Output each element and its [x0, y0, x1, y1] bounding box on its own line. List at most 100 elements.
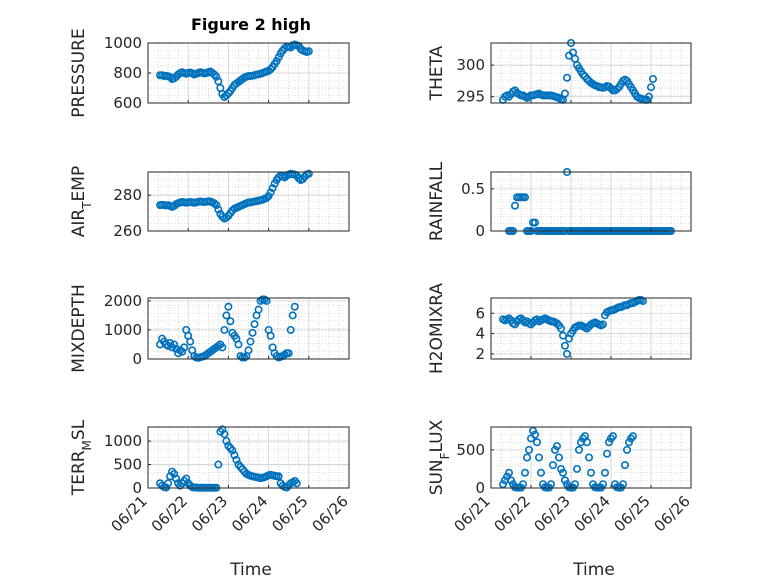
x-axis-label-left: Time: [229, 560, 272, 580]
y-axis-label: RAINFALL: [427, 161, 447, 241]
y-axis-label: MIXDEPTH: [69, 284, 89, 373]
data-point: [584, 453, 593, 462]
data-point: [228, 446, 237, 455]
y-axis-label: TERRMSL: [69, 419, 94, 496]
data-point: [182, 474, 191, 483]
data-point: [304, 169, 313, 178]
axes-box: [490, 426, 692, 489]
data-point: [556, 324, 565, 333]
data-point: [284, 349, 293, 358]
data-point: [520, 468, 529, 477]
data-point: [180, 343, 189, 352]
data-point: [536, 468, 545, 477]
data-point: [552, 319, 561, 328]
data-point: [224, 302, 233, 311]
data-point: [218, 343, 227, 352]
data-point: [600, 468, 609, 477]
data-point: [562, 73, 571, 82]
data-point: [574, 445, 583, 454]
data-point: [602, 449, 611, 458]
data-point: [244, 346, 253, 355]
data-point: [558, 331, 567, 340]
data-point: [582, 438, 591, 447]
data-point: [516, 314, 525, 323]
data-point: [172, 474, 181, 483]
data-point: [212, 201, 221, 210]
data-point: [266, 188, 275, 197]
data-point: [268, 184, 277, 193]
data-point: [222, 213, 231, 222]
data-point: [548, 461, 557, 470]
data-point: [572, 464, 581, 473]
data-point: [618, 480, 627, 489]
subplot-rainfall: 0 0.5 RAINFALL: [427, 161, 692, 241]
data-point: [644, 92, 653, 101]
data-point: [254, 305, 263, 314]
x-tick-label: 06/22: [148, 492, 191, 535]
axes-box: [490, 171, 692, 232]
y-tick-label: 280: [113, 186, 142, 204]
data-point: [562, 349, 571, 358]
data-point: [628, 432, 637, 441]
data-point: [226, 317, 235, 326]
data-point: [578, 70, 587, 79]
data-point: [554, 453, 563, 462]
data-point: [234, 340, 243, 349]
data-point: [518, 316, 527, 325]
data-point: [170, 340, 179, 349]
data-point: [266, 331, 275, 340]
y-tick-label: 0.5: [461, 180, 485, 198]
x-tick-label: 06/21: [108, 492, 151, 535]
data-point: [582, 324, 591, 333]
y-tick-label: 0: [132, 479, 142, 497]
data-point: [620, 461, 629, 470]
data-point: [220, 430, 229, 439]
y-tick-label: 2000: [104, 292, 142, 310]
axes-box: [490, 297, 692, 360]
data-point: [558, 468, 567, 477]
y-tick-label: 2: [475, 345, 485, 363]
data-point: [570, 480, 579, 489]
data-point: [230, 451, 239, 460]
data-point: [504, 314, 513, 323]
y-tick-label: 800: [113, 64, 142, 82]
data-point: [552, 442, 561, 451]
x-axis-label-right: Time: [572, 560, 615, 580]
data-point: [608, 432, 617, 441]
data-point: [648, 75, 657, 84]
y-tick-label: 500: [456, 441, 485, 459]
x-tick-label: 06/23: [188, 492, 231, 535]
axes-box: [147, 297, 350, 360]
y-axis-label: H2OMIXRA: [427, 283, 447, 374]
subplot-pressure: 600 800 1000 PRESSURE: [69, 28, 350, 118]
x-tick-label: 06/26: [309, 492, 352, 535]
data-point: [290, 302, 299, 311]
figure-title: Figure 2 high: [191, 15, 311, 34]
data-point: [214, 205, 223, 214]
x-tick-label: 06/24: [228, 492, 271, 535]
data-point: [560, 89, 569, 98]
data-point: [530, 430, 539, 439]
subplot-air-temp: 260 280 AIRTEMP: [69, 166, 350, 240]
data-point: [220, 325, 229, 334]
y-axis-label: AIRTEMP: [69, 166, 94, 237]
axes-box: [147, 171, 350, 232]
y-tick-label: 0: [475, 479, 485, 497]
x-tick-label: 06/24: [571, 492, 614, 535]
y-tick-label: 4: [475, 325, 485, 343]
data-point: [186, 337, 195, 346]
x-tick-label: 06/22: [491, 492, 534, 535]
data-point: [232, 455, 241, 464]
data-point: [526, 320, 535, 329]
data-point: [218, 425, 227, 434]
data-point: [646, 83, 655, 92]
y-tick-label: 1000: [104, 34, 142, 52]
data-point: [172, 344, 181, 353]
data-point: [560, 341, 569, 350]
data-point: [210, 199, 219, 208]
y-axis-label: THETA: [427, 45, 447, 101]
y-tick-label: 260: [113, 222, 142, 240]
data-point: [532, 438, 541, 447]
